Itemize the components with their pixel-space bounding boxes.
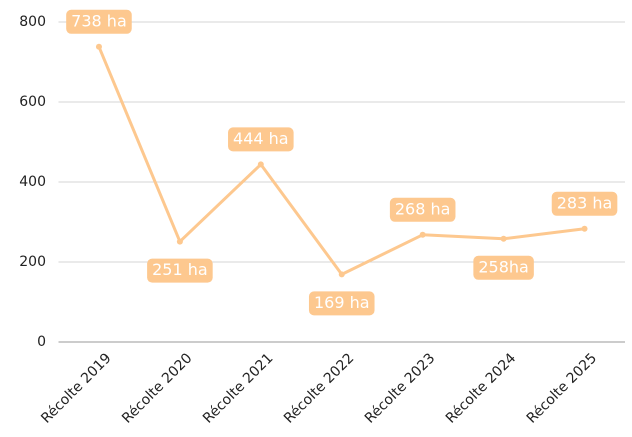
point — [95, 43, 102, 50]
point — [500, 235, 507, 242]
x-tick-label: Récolte 2023 — [362, 350, 438, 426]
data-label: 258ha — [478, 257, 528, 276]
y-tick-label: 800 — [19, 14, 46, 30]
data-label-group: 169 ha — [308, 291, 375, 316]
y-tick-label: 200 — [19, 254, 46, 270]
data-label-box — [228, 127, 294, 152]
x-tick-label: Récolte 2022 — [281, 350, 357, 426]
y-tick-label: 400 — [19, 174, 46, 190]
y-tick-label: 0 — [37, 334, 46, 350]
data-label-group: 251 ha — [147, 258, 213, 283]
data-label-box — [66, 9, 132, 34]
x-tick-label: Récolte 2020 — [119, 350, 195, 426]
data-label: 169 ha — [314, 293, 370, 312]
data-label-box — [147, 258, 213, 283]
point — [338, 271, 345, 278]
data-label-box — [389, 197, 456, 222]
data-label-group: 258ha — [473, 255, 534, 280]
x-tick-label: Récolte 2019 — [38, 350, 114, 426]
data-label: 251 ha — [152, 260, 208, 279]
x-tick-label: Récolte 2024 — [443, 350, 519, 426]
data-label: 444 ha — [233, 129, 289, 148]
data-label: 268 ha — [395, 199, 451, 218]
data-label-group: 268 ha — [389, 197, 456, 222]
data-label-group: 283 ha — [551, 191, 618, 216]
line — [97, 46, 585, 276]
x-tick-label: Récolte 2025 — [524, 350, 600, 426]
data-label-box — [473, 255, 534, 280]
point — [419, 231, 426, 238]
point — [176, 238, 183, 245]
data-label-box — [551, 191, 618, 216]
point — [581, 225, 588, 232]
data-label-group: 738 ha — [66, 9, 132, 34]
x-tick-label: Récolte 2021 — [200, 350, 276, 426]
point — [257, 161, 264, 168]
data-label: 738 ha — [71, 11, 127, 30]
y-tick-label: 600 — [19, 94, 46, 110]
data-label-group: 444 ha — [228, 127, 294, 152]
data-label-box — [308, 291, 375, 316]
data-label: 283 ha — [557, 193, 613, 212]
